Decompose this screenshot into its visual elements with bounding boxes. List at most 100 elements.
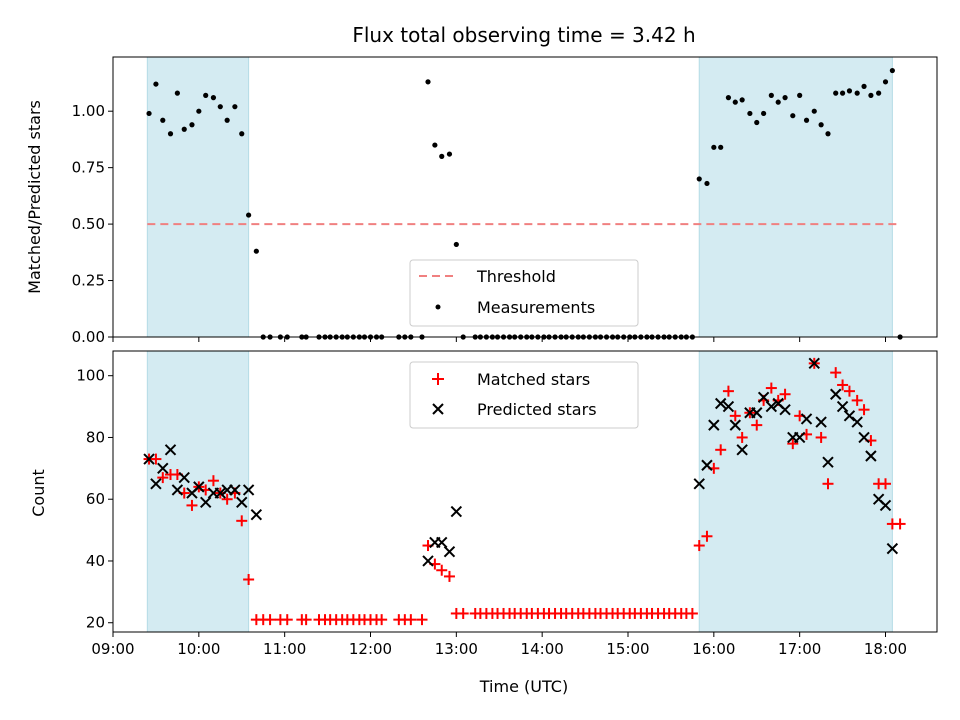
measurement-point [725, 95, 732, 101]
measurement-point [732, 99, 738, 105]
matched-star-point [736, 431, 748, 443]
matched-star-point [457, 607, 469, 619]
matched-star-point [880, 478, 891, 490]
predicted-star-point [722, 400, 735, 413]
matched-star-point [815, 431, 827, 443]
matched-star-point [779, 388, 791, 400]
matched-star-point [405, 614, 417, 626]
y-tick-label: 1.00 [72, 102, 105, 120]
y-tick-label: 40 [86, 552, 105, 570]
matched-star-point [722, 385, 734, 397]
matched-star-point [236, 515, 248, 527]
measurement-point [718, 144, 724, 150]
x-tick-label: 10:00 [177, 640, 220, 658]
measurement-point [253, 248, 259, 254]
predicted-star-point [736, 444, 748, 456]
measurement-point [868, 92, 874, 98]
measurement-point [210, 95, 217, 101]
predicted-star-point [815, 416, 827, 428]
chart-title: Flux total observing time = 3.42 h [352, 23, 695, 47]
legend-predicted-swatch [432, 403, 444, 415]
predicted-star-point [729, 419, 741, 431]
x-tick-label: 17:00 [778, 640, 821, 658]
predicted-star-point [851, 416, 863, 428]
top-legend-box [409, 259, 639, 327]
measurement-point [839, 90, 846, 96]
matched-star-point [843, 385, 855, 397]
matched-star-point [221, 493, 233, 505]
matched-star-point [751, 419, 763, 431]
matched-star-point [729, 410, 741, 422]
matched-star-point [443, 570, 455, 582]
measurement-point [876, 90, 882, 96]
matched-star-point [858, 404, 870, 416]
measurement-point [439, 153, 445, 159]
matched-star-point [376, 614, 388, 626]
measurement-point [754, 119, 760, 126]
predicted-star-point [865, 450, 877, 462]
measurement-point [153, 81, 159, 87]
legend-predicted-label: Predicted stars [477, 400, 597, 419]
matched-star-point [851, 394, 863, 406]
predicted-star-point [886, 542, 899, 555]
measurement-point [782, 95, 788, 101]
measurement-point [167, 131, 174, 137]
measurement-point [797, 92, 803, 98]
legend-matched-swatch [432, 373, 444, 385]
y-tick-label: 80 [86, 428, 105, 446]
predicted-star-point [157, 462, 169, 475]
measurement-point [239, 131, 245, 137]
predicted-star-point [236, 496, 248, 509]
measurement-point [696, 176, 702, 182]
matched-star-point [715, 444, 727, 456]
measurement-point [846, 88, 853, 94]
legend-matched-label: Matched stars [477, 370, 590, 389]
bottom-y-axis-label: Count [29, 469, 48, 517]
predicted-star-point [199, 496, 212, 509]
x-tick-label: 15:00 [606, 640, 649, 658]
y-tick-label: 0.50 [72, 215, 105, 233]
y-tick-label: 0.25 [72, 272, 105, 290]
predicted-star-point [793, 431, 806, 444]
x-tick-label: 11:00 [263, 640, 306, 658]
measurement-point [811, 108, 817, 114]
predicted-star-point [708, 419, 720, 431]
predicted-star-point [765, 400, 778, 413]
predicted-star-point [830, 388, 842, 400]
predicted-star-point [822, 456, 834, 468]
legend-measurements-swatch [435, 304, 441, 310]
measurement-point [889, 67, 895, 74]
measurement-point [203, 92, 209, 98]
top-panel: 0.00 0.25 0.50 0.75 1.00 Flux total observin… [25, 23, 938, 346]
measurement-point [453, 241, 459, 248]
predicted-star-point [800, 413, 813, 425]
matched-star-point [207, 475, 219, 487]
measurement-point [854, 90, 860, 96]
bottom-legend: Matched stars Predicted stars [409, 361, 639, 429]
top-y-axis-label: Matched/Predicted stars [25, 100, 44, 294]
matched-star-point [436, 564, 448, 576]
matched-star-point [830, 367, 842, 379]
matched-star-point [822, 478, 834, 490]
matched-star-point [281, 614, 293, 626]
matched-star-point [701, 530, 713, 542]
shaded-interval [146, 56, 250, 338]
measurement-point [775, 99, 781, 105]
predicted-star-point [858, 431, 870, 444]
bottom-data-marks [143, 357, 906, 626]
measurement-point [425, 79, 431, 85]
predicted-star-point [757, 391, 770, 404]
matched-star-point [693, 540, 705, 552]
matched-star-point [300, 614, 312, 626]
predicted-star-point [693, 478, 705, 490]
predicted-star-point [450, 505, 463, 518]
measurement-point [217, 104, 223, 110]
predicted-star-point [843, 410, 856, 422]
matched-star-point [150, 453, 162, 465]
bottom-legend-box [409, 361, 639, 429]
top-legend: Threshold Measurements [409, 259, 639, 327]
matched-star-point [157, 472, 169, 484]
bottom-x-ticks: 09:00 10:00 11:00 12:00 13:00 14:00 15:00 16:00… [91, 632, 907, 658]
measurement-point [861, 83, 867, 89]
predicted-star-point [701, 459, 713, 471]
